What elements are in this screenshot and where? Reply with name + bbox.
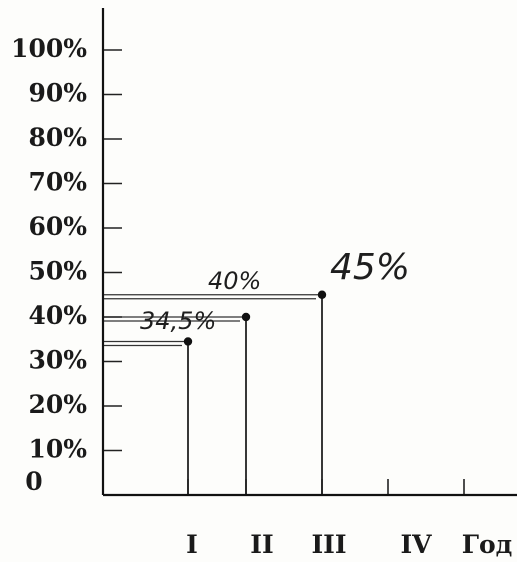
data-point — [241, 312, 251, 322]
data-point — [317, 290, 327, 299]
guide-lines — [103, 294, 324, 347]
y-tick-label: 10% — [28, 435, 87, 464]
y-tick-label: 0 — [25, 467, 42, 496]
x-category-label: II — [250, 530, 273, 559]
y-tick-label: 100% — [11, 34, 87, 63]
data-labels: 34,5% 40% 45% — [140, 247, 410, 335]
x-category-label: I — [186, 530, 198, 559]
data-label: 45% — [330, 247, 410, 288]
y-tick-label: 30% — [28, 346, 87, 375]
data-point — [183, 337, 193, 346]
y-tick-label: 20% — [28, 390, 87, 419]
data-label: 34,5% — [140, 307, 216, 335]
data-points — [183, 290, 327, 346]
x-axis-ticks — [187, 479, 465, 495]
x-category-label: IV — [400, 530, 432, 559]
x-category-label: Год — [462, 530, 513, 559]
y-tick-label: 60% — [28, 212, 87, 241]
data-label: 40% — [208, 267, 261, 295]
y-tick-label: 50% — [28, 257, 87, 286]
y-axis-ticks — [103, 49, 122, 452]
y-tick-label: 80% — [28, 123, 87, 152]
y-tick-label: 40% — [28, 301, 87, 330]
x-category-label: III — [311, 530, 346, 559]
y-axis-tick-labels: 0 10% 20% 30% 40% 50% 60% 70% 80% 90% 100% — [11, 34, 87, 496]
value-stems — [187, 294, 323, 495]
y-tick-label: 70% — [28, 168, 87, 197]
y-tick-label: 90% — [28, 79, 87, 108]
x-axis-category-labels: I II III IV Год — [186, 530, 512, 559]
